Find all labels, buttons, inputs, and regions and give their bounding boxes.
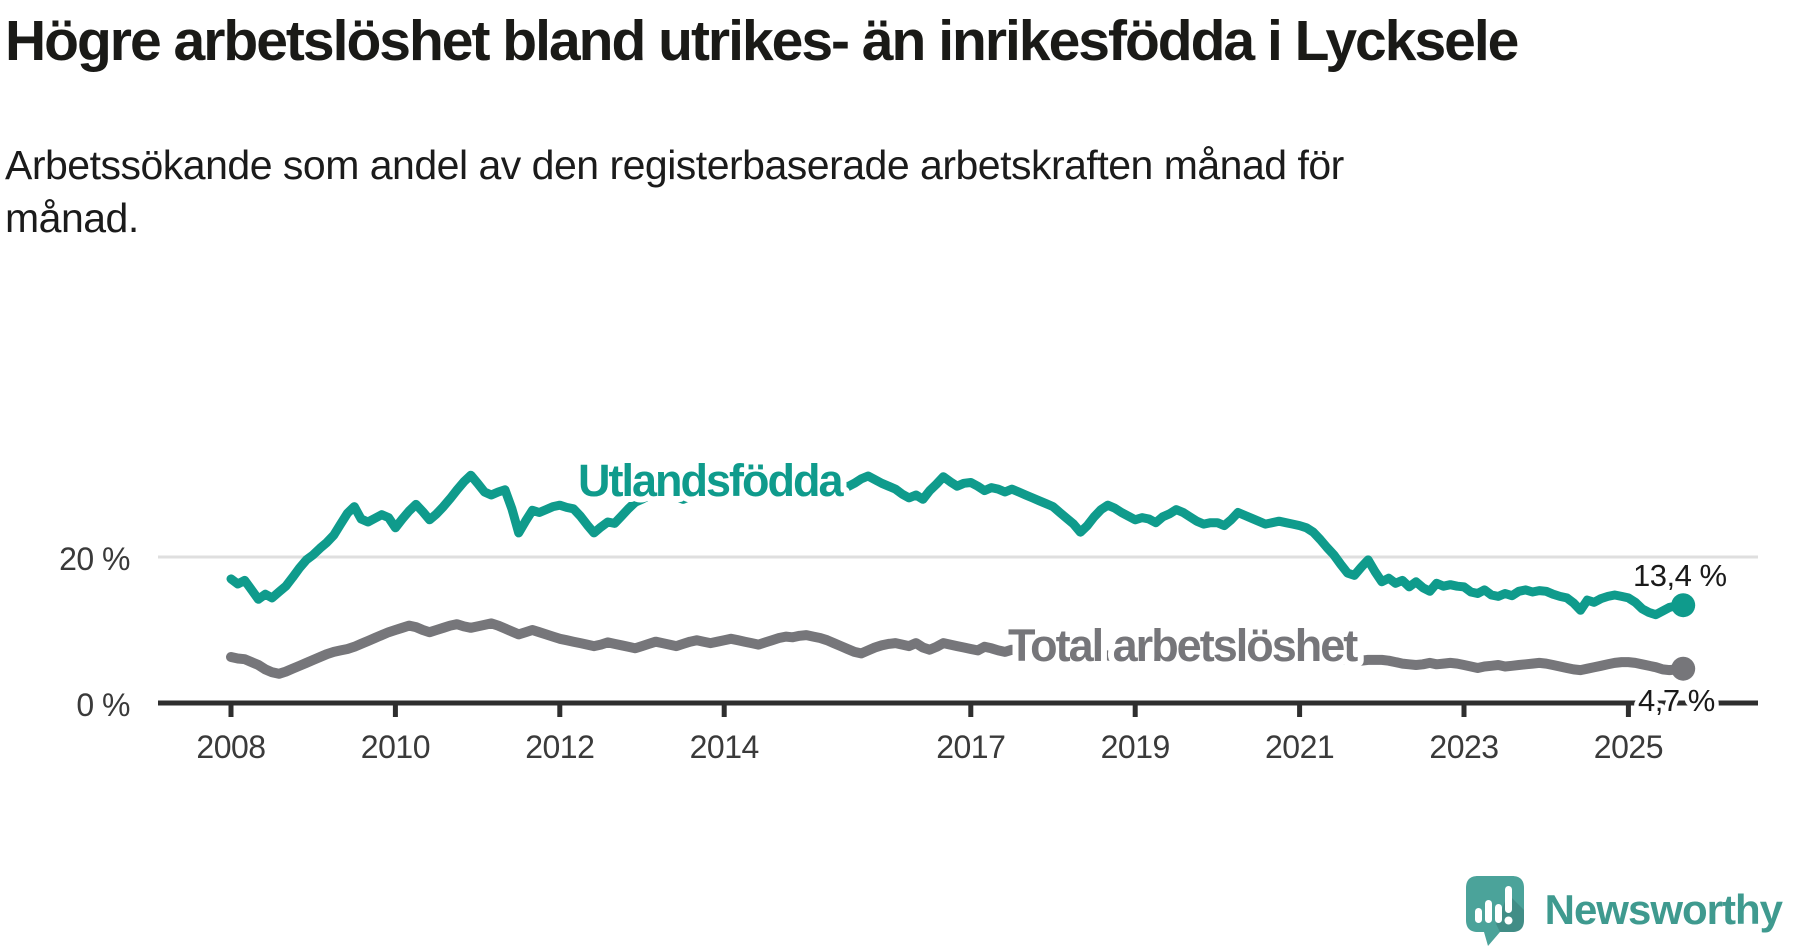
bar-icon-small <box>1474 908 1482 923</box>
x-tick-label-2021: 2021 <box>1265 729 1334 765</box>
x-tick-label-2014: 2014 <box>690 729 759 765</box>
series-label-utlandsfodda: Utlandsfödda <box>578 455 844 506</box>
x-axis-ticks: 2008 2010 2012 2014 2017 2019 2021 2023 2025 <box>196 703 1663 765</box>
series-label-total-arbetsloshet: Total arbetslöshet <box>1008 620 1358 671</box>
x-tick-label-2019: 2019 <box>1101 729 1170 765</box>
y-tick-label-20: 20 % <box>59 541 130 577</box>
exclamation-bar-icon <box>1504 886 1512 913</box>
x-tick-label-2023: 2023 <box>1429 729 1498 765</box>
end-value-label-total-arbetsloshet: 4,7 % <box>1638 683 1715 718</box>
end-dot-total-arbetsloshet <box>1671 656 1696 681</box>
y-tick-label-0: 0 % <box>76 687 130 723</box>
x-tick-label-2008: 2008 <box>196 729 265 765</box>
x-tick-label-2012: 2012 <box>525 729 594 765</box>
x-tick-label-2017: 2017 <box>936 729 1005 765</box>
page-title: Högre arbetslöshet bland utrikes- än inr… <box>5 9 1519 73</box>
end-dot-utlandsfodda <box>1671 593 1696 618</box>
x-tick-label-2010: 2010 <box>361 729 430 765</box>
newsworthy-logo: Newsworthy <box>1462 872 1783 948</box>
end-value-label-utlandsfodda: 13,4 % <box>1633 558 1727 593</box>
x-tick-label-2025: 2025 <box>1594 729 1663 765</box>
page-subtitle: Arbetssökande som andel av den registerb… <box>5 142 1344 241</box>
bar-icon-medium <box>1494 904 1502 923</box>
newsworthy-bubble-icon <box>1465 876 1524 946</box>
exclamation-dot-icon <box>1504 916 1513 925</box>
bar-icon-tall <box>1484 900 1492 923</box>
bubble-shadow-fold <box>1495 894 1524 932</box>
newsworthy-logo-text: Newsworthy <box>1544 886 1783 933</box>
series-line-utlandsfodda <box>226 468 1688 620</box>
chart-header: Högre arbetslöshet bland utrikes- än inr… <box>0 0 1800 245</box>
series-line-total-arbetsloshet <box>226 618 1689 679</box>
